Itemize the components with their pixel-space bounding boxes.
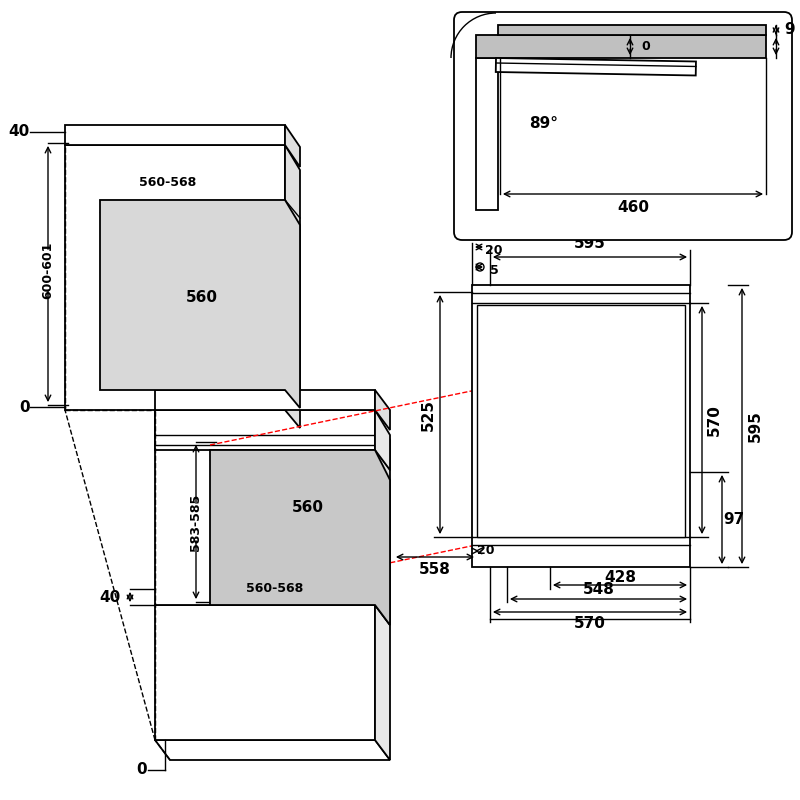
Bar xyxy=(472,285,690,567)
Text: 595: 595 xyxy=(574,235,606,250)
Text: 525: 525 xyxy=(421,399,435,431)
Polygon shape xyxy=(210,450,390,625)
Text: 460: 460 xyxy=(617,199,649,214)
Text: 97: 97 xyxy=(723,511,745,526)
Polygon shape xyxy=(285,145,300,428)
Bar xyxy=(65,125,285,145)
Bar xyxy=(155,390,375,410)
Bar xyxy=(476,58,498,210)
Bar xyxy=(477,305,685,537)
Polygon shape xyxy=(496,58,696,75)
Text: 558: 558 xyxy=(419,562,451,577)
Text: 20: 20 xyxy=(486,245,502,258)
Text: 5: 5 xyxy=(490,265,498,278)
Bar xyxy=(498,25,766,35)
Text: 560-568: 560-568 xyxy=(246,582,304,594)
Text: 570: 570 xyxy=(706,404,722,436)
Text: 548: 548 xyxy=(582,582,614,597)
Text: 40: 40 xyxy=(9,125,30,139)
Text: 0: 0 xyxy=(19,399,30,414)
Text: 428: 428 xyxy=(604,570,636,585)
Text: 595: 595 xyxy=(747,410,762,442)
Text: 560: 560 xyxy=(186,290,218,305)
Bar xyxy=(65,145,285,410)
Bar xyxy=(155,410,375,450)
Text: 20: 20 xyxy=(478,545,494,558)
Bar xyxy=(155,410,375,605)
Polygon shape xyxy=(100,200,300,408)
Text: 0: 0 xyxy=(642,40,650,53)
Polygon shape xyxy=(375,410,390,625)
Text: 40: 40 xyxy=(99,590,121,605)
FancyBboxPatch shape xyxy=(454,12,792,240)
Bar xyxy=(476,35,766,58)
Text: 583-585: 583-585 xyxy=(190,494,202,550)
Polygon shape xyxy=(375,605,390,760)
Polygon shape xyxy=(155,605,375,740)
Text: 560: 560 xyxy=(292,501,324,515)
Polygon shape xyxy=(155,740,390,760)
Polygon shape xyxy=(375,410,390,470)
Text: 0: 0 xyxy=(136,762,147,778)
Text: 570: 570 xyxy=(574,617,606,631)
Polygon shape xyxy=(285,125,300,167)
Text: 9: 9 xyxy=(785,22,795,37)
Text: 560-568: 560-568 xyxy=(139,175,197,189)
Text: 89°: 89° xyxy=(530,117,558,131)
Text: 600-601: 600-601 xyxy=(42,242,54,298)
Polygon shape xyxy=(375,390,390,430)
